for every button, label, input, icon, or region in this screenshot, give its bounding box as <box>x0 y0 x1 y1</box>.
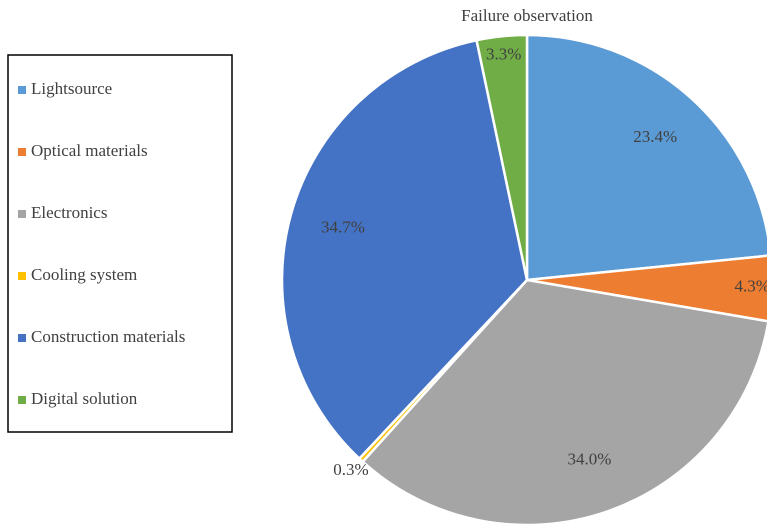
legend-label: Electronics <box>31 203 107 222</box>
legend-label: Lightsource <box>31 79 112 98</box>
data-label: 34.0% <box>568 450 612 469</box>
data-label: 4.3% <box>735 277 767 296</box>
legend-swatch <box>18 272 26 280</box>
legend-label: Construction materials <box>31 327 185 346</box>
data-label: 3.3% <box>486 45 521 64</box>
legend-box <box>7 54 233 433</box>
legend-swatch <box>18 86 26 94</box>
pie-slice <box>280 38 529 461</box>
legend-label: Cooling system <box>31 265 137 284</box>
legend-swatch <box>18 396 26 404</box>
legend-swatch <box>18 334 26 342</box>
pie-slice <box>526 254 767 323</box>
pie-slice <box>360 278 767 527</box>
data-label: 0.3% <box>333 460 368 479</box>
legend-label: Optical materials <box>31 141 148 160</box>
legend-swatch <box>18 148 26 156</box>
data-label: 23.4% <box>633 127 677 146</box>
pie-slice <box>475 33 529 281</box>
legend-swatch <box>18 210 26 218</box>
data-label: 34.7% <box>321 217 365 236</box>
legend-label: Digital solution <box>31 389 138 408</box>
pie-slice <box>525 33 767 282</box>
chart-title: Failure observation <box>461 6 593 25</box>
